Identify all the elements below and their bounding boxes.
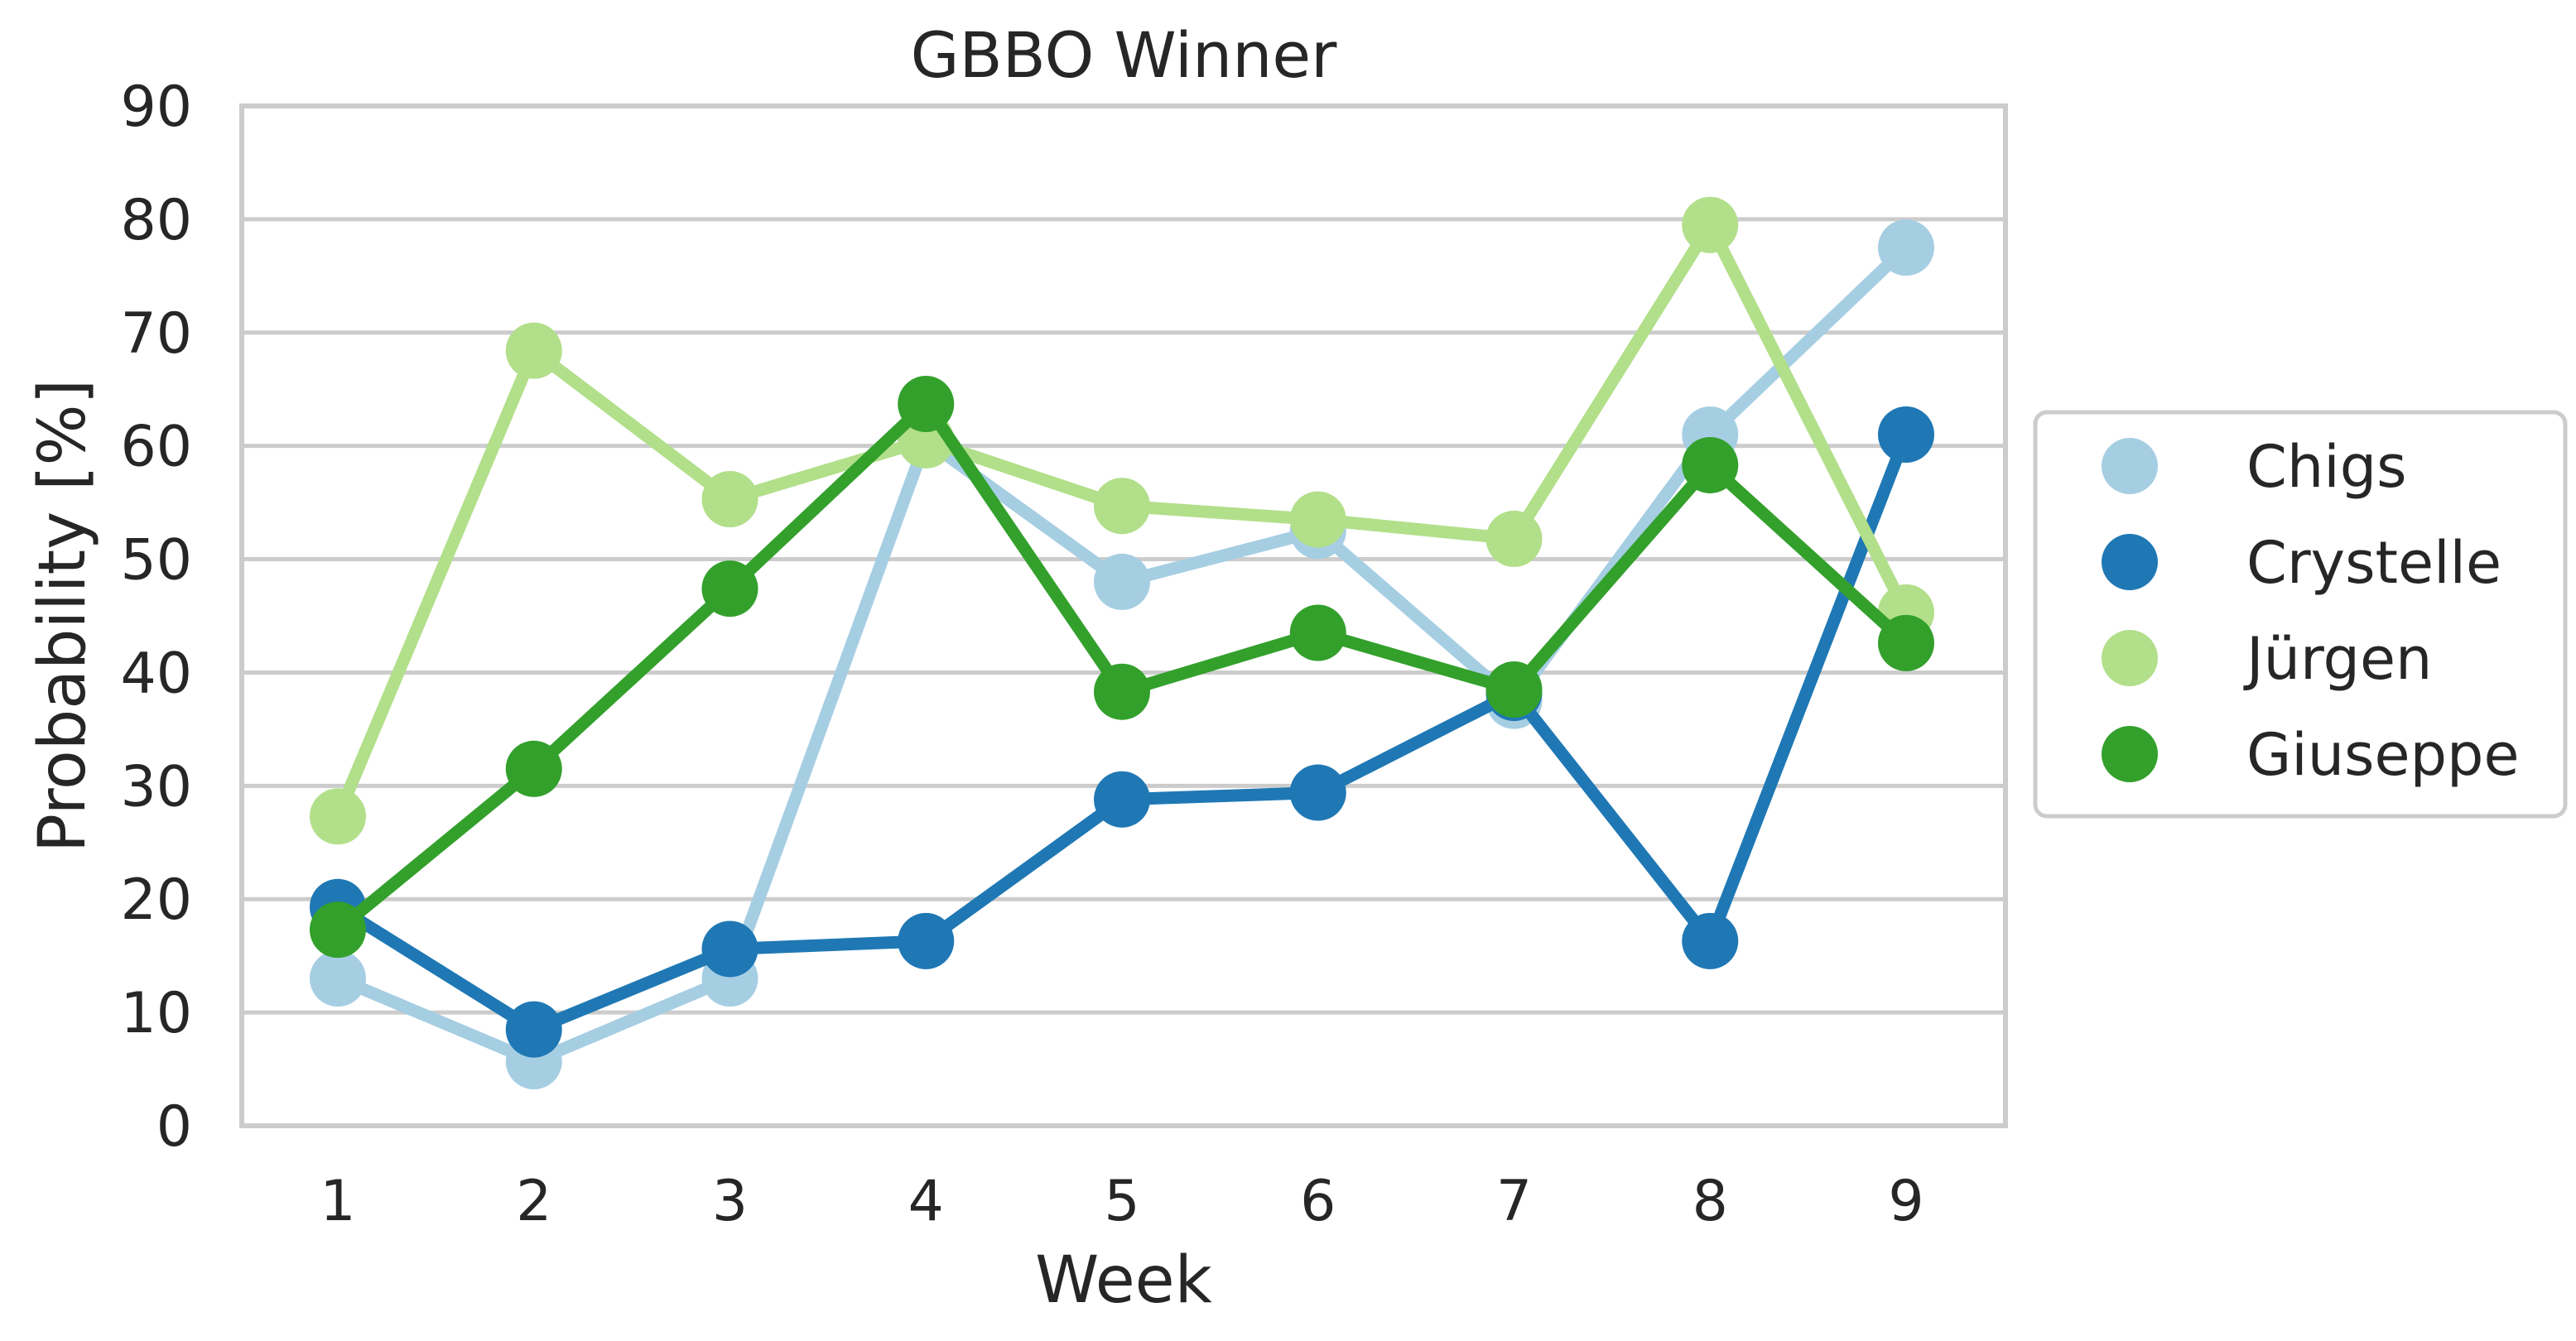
data-point bbox=[505, 740, 562, 797]
legend-marker-j-rgen bbox=[2102, 630, 2158, 686]
data-point bbox=[701, 471, 758, 528]
x-tick-label: 8 bbox=[1692, 1169, 1728, 1234]
y-tick-label: 50 bbox=[120, 528, 192, 594]
x-tick-label: 3 bbox=[712, 1169, 748, 1234]
data-point bbox=[1094, 478, 1150, 535]
legend-marker-crystelle bbox=[2102, 534, 2158, 590]
data-point bbox=[310, 901, 366, 959]
y-tick-label: 70 bbox=[120, 301, 192, 367]
x-tick-label: 9 bbox=[1888, 1169, 1924, 1234]
x-tick-label: 5 bbox=[1104, 1169, 1139, 1234]
data-point bbox=[898, 376, 955, 433]
y-tick-label: 20 bbox=[120, 868, 192, 933]
y-tick-label: 40 bbox=[120, 641, 192, 706]
data-point bbox=[505, 322, 562, 379]
legend-label-j-rgen: Jürgen bbox=[2243, 625, 2432, 693]
legend-marker-giuseppe bbox=[2102, 726, 2158, 782]
data-point bbox=[1289, 604, 1346, 661]
y-tick-label: 90 bbox=[120, 74, 192, 140]
y-tick-label: 10 bbox=[120, 981, 192, 1046]
series-giuseppe bbox=[310, 376, 1934, 959]
data-point bbox=[1682, 912, 1739, 969]
x-tick-label: 2 bbox=[516, 1169, 551, 1234]
data-point bbox=[1878, 219, 1934, 276]
x-axis-label: Week bbox=[1035, 1243, 1212, 1318]
data-point bbox=[1485, 510, 1543, 567]
data-point bbox=[1682, 196, 1739, 253]
legend-label-chigs: Chigs bbox=[2246, 433, 2407, 501]
data-point bbox=[1682, 436, 1739, 493]
x-tick-label: 6 bbox=[1300, 1169, 1336, 1234]
x-tick-label: 1 bbox=[320, 1169, 355, 1234]
y-tick-label: 0 bbox=[156, 1094, 192, 1160]
legend-label-giuseppe: Giuseppe bbox=[2246, 721, 2520, 789]
data-point bbox=[1485, 661, 1543, 718]
data-point bbox=[1289, 764, 1346, 821]
chart-title: GBBO Winner bbox=[911, 18, 1337, 92]
data-point bbox=[1094, 771, 1150, 828]
legend-label-crystelle: Crystelle bbox=[2246, 529, 2501, 597]
y-axis-label: Probability [%] bbox=[26, 379, 100, 853]
data-point bbox=[1094, 553, 1150, 610]
data-point bbox=[505, 1001, 562, 1058]
data-point bbox=[1878, 614, 1934, 671]
data-point bbox=[1878, 406, 1934, 463]
legend-box bbox=[2033, 410, 2568, 819]
legend-marker-chigs bbox=[2102, 438, 2158, 494]
data-point bbox=[1094, 663, 1150, 720]
y-tick-label: 80 bbox=[120, 188, 192, 253]
y-tick-label: 60 bbox=[120, 415, 192, 480]
data-point bbox=[898, 912, 955, 969]
x-tick-label: 7 bbox=[1496, 1169, 1532, 1234]
y-tick-label: 30 bbox=[120, 754, 192, 820]
data-point bbox=[701, 560, 758, 618]
x-tick-label: 4 bbox=[908, 1169, 944, 1234]
data-point bbox=[310, 950, 366, 1007]
plot-frame bbox=[239, 103, 2008, 1128]
data-point bbox=[1289, 491, 1346, 548]
legend: Chigs Crystelle Jürgen Giuseppe bbox=[2033, 410, 2568, 819]
data-point bbox=[310, 788, 366, 845]
series-layer bbox=[310, 196, 1934, 1089]
data-point bbox=[701, 920, 758, 978]
tick-labels: 0 10 20 30 40 50 60 70 80 90 1 2 3 4 5 6 7 8 9 bbox=[120, 74, 1924, 1234]
